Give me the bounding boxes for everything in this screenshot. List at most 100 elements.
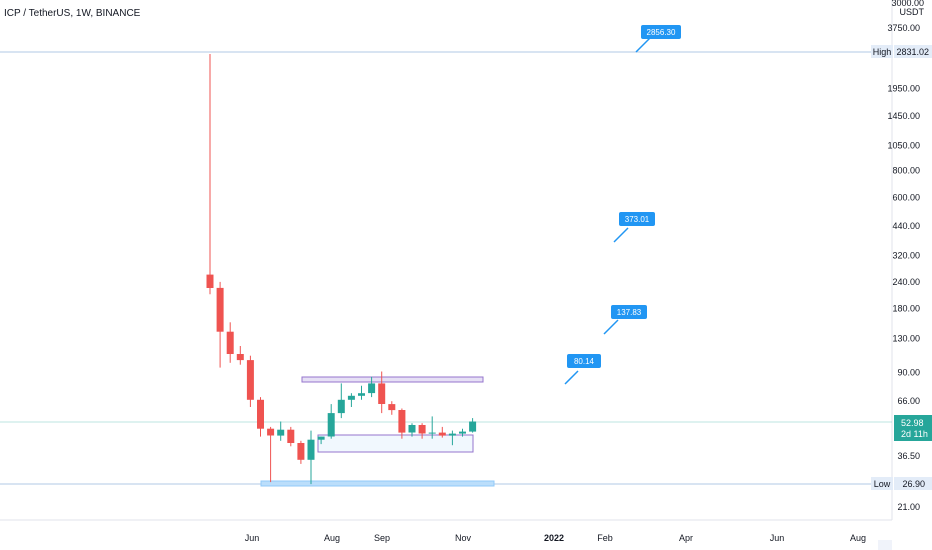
candle-body xyxy=(428,432,436,434)
candle xyxy=(327,404,335,439)
high-marker: High 2831.02 xyxy=(871,45,932,58)
candle-body xyxy=(206,274,214,288)
candle-body xyxy=(307,439,315,460)
price-tick-label: 180.00 xyxy=(892,304,920,314)
current-price-marker: 52.98 2d 11h xyxy=(894,415,932,441)
candle xyxy=(246,355,254,407)
candle xyxy=(388,401,396,415)
candle-body xyxy=(448,433,456,436)
callout-3[interactable]: 137.83 xyxy=(603,305,647,335)
candle-body xyxy=(216,287,224,332)
candle-body xyxy=(347,395,355,400)
time-tick-label: Jun xyxy=(770,533,785,543)
time-tick-label: Jun xyxy=(245,533,260,543)
candle xyxy=(226,322,234,363)
candle xyxy=(257,397,264,437)
candle-body xyxy=(317,436,325,440)
time-axis-ticks: Jun Aug Sep Nov 2022 Feb Apr Jun Aug xyxy=(245,533,866,543)
price-tick-label: 240.00 xyxy=(892,277,920,287)
candle xyxy=(368,376,376,398)
time-tick-label: Sep xyxy=(374,533,390,543)
candle xyxy=(267,426,275,483)
candle-body xyxy=(327,413,335,437)
candle xyxy=(428,416,436,439)
callout-pointer xyxy=(613,227,629,243)
time-tick-label: Feb xyxy=(597,533,613,543)
price-tick-label: 66.00 xyxy=(897,396,920,406)
candle-body xyxy=(337,399,345,414)
callout-2[interactable]: 373.01 xyxy=(613,212,655,243)
callout-label: 373.01 xyxy=(625,215,650,224)
candle-body xyxy=(267,428,275,436)
callout-pointer xyxy=(564,370,579,385)
time-tick-label: Nov xyxy=(455,533,472,543)
price-tick-label: 800.00 xyxy=(892,166,920,176)
time-tick-label: Aug xyxy=(324,533,340,543)
high-value: 2831.02 xyxy=(896,47,929,57)
callout-box xyxy=(641,25,681,39)
candle xyxy=(418,423,426,439)
callout-1[interactable]: 2856.30 xyxy=(635,25,681,53)
candle-body xyxy=(297,443,305,460)
low-tag: Low xyxy=(874,479,891,489)
candle xyxy=(307,430,315,485)
candle-body xyxy=(378,383,386,404)
time-tick-label: 2022 xyxy=(544,533,564,543)
low-support-box[interactable] xyxy=(260,480,495,487)
candle xyxy=(408,423,416,437)
candle xyxy=(216,281,224,368)
scroll-to-realtime-button[interactable] xyxy=(878,540,892,550)
candle xyxy=(459,428,466,437)
low-value-bg xyxy=(894,477,932,490)
time-tick-label: Aug xyxy=(850,533,866,543)
time-tick-label: Apr xyxy=(679,533,693,543)
current-price-countdown: 2d 11h xyxy=(901,429,928,439)
price-axis-top-label: 3000.00 xyxy=(891,0,924,8)
candle-body xyxy=(257,399,264,429)
candle-body xyxy=(388,404,396,411)
price-tick-label: 130.00 xyxy=(892,334,920,344)
candle xyxy=(277,421,285,441)
candle xyxy=(317,436,325,445)
candle-body xyxy=(418,425,426,434)
candle-body xyxy=(226,331,234,354)
price-tick-label: 90.00 xyxy=(897,368,920,378)
candle xyxy=(347,393,355,407)
candle-body xyxy=(287,429,295,443)
candle-body xyxy=(277,429,285,436)
callout-box xyxy=(567,354,601,368)
candle-body xyxy=(246,360,254,400)
candle xyxy=(297,440,305,464)
candle-body xyxy=(459,431,466,434)
callout-pointer xyxy=(635,37,651,53)
resistance-range-box[interactable] xyxy=(301,376,484,383)
accumulation-range-box[interactable] xyxy=(317,434,474,453)
low-tag-bg xyxy=(871,477,893,490)
callout-4[interactable]: 80.14 xyxy=(564,354,601,385)
price-tick-label: 1950.00 xyxy=(887,83,920,93)
candle xyxy=(378,371,386,414)
price-axis-ticks: 3750.00 1950.00 1450.00 1050.00 800.00 600.00… xyxy=(887,23,920,512)
candle-body xyxy=(236,354,244,361)
high-tag: High xyxy=(873,47,892,57)
price-tick-label: 1050.00 xyxy=(887,141,920,151)
candle xyxy=(398,408,406,439)
low-marker: Low 26.90 xyxy=(871,477,932,490)
callout-label: 137.83 xyxy=(617,308,642,317)
candle-body xyxy=(469,421,477,432)
price-tick-label: 440.00 xyxy=(892,221,920,231)
price-tick-label: 36.50 xyxy=(897,451,920,461)
candle xyxy=(448,430,456,446)
candle xyxy=(469,418,477,433)
candles xyxy=(206,54,477,485)
low-value: 26.90 xyxy=(902,479,925,489)
callout-label: 2856.30 xyxy=(647,28,676,37)
callout-box xyxy=(611,305,647,319)
candle xyxy=(206,54,214,295)
high-tag-bg xyxy=(871,45,893,58)
callout-label: 80.14 xyxy=(574,357,595,366)
callout-box xyxy=(619,212,655,226)
price-tick-label: 320.00 xyxy=(892,250,920,260)
candle-body xyxy=(438,432,446,436)
